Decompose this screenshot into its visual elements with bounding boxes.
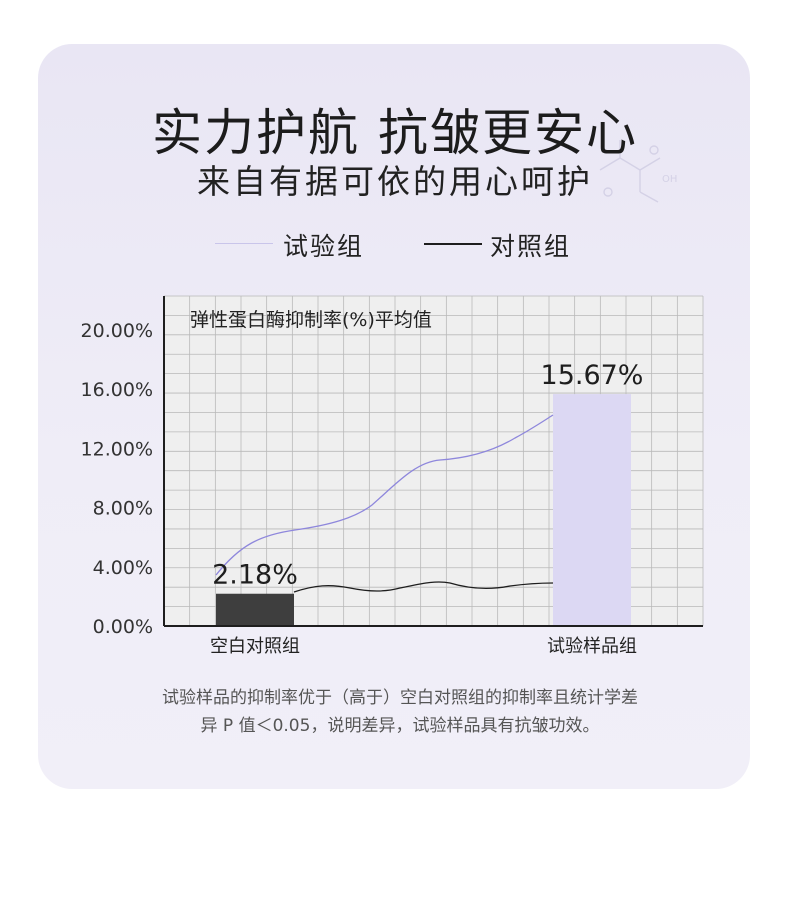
bar-control [216, 593, 294, 626]
x-axis-categories: 空白对照组 试验样品组 [210, 636, 637, 657]
y-tick-label: 0.00% [93, 616, 153, 638]
y-tick-label: 16.00% [81, 379, 153, 401]
x-category-label: 空白对照组 [210, 636, 300, 657]
page-title: 实力护航 抗皱更安心 [152, 104, 638, 162]
bar-value-label: 15.67% [541, 360, 644, 391]
y-tick-label: 8.00% [93, 498, 153, 520]
legend-label-test: 试验组 [283, 232, 365, 261]
chart-bars [216, 394, 631, 626]
legend-label-control: 对照组 [490, 232, 572, 261]
svg-text:OH: OH [662, 174, 677, 185]
footnote-line-2: 异 P 值＜0.05，说明差异，试验样品具有抗皱功效。 [200, 716, 600, 736]
page-subtitle: 来自有据可依的用心呵护 [197, 162, 593, 201]
y-axis-ticks: 0.00% 4.00% 8.00% 12.00% 16.00% 20.00% [81, 320, 153, 638]
legend-swatch-control [424, 243, 482, 245]
chart-title: 弹性蛋白酶抑制率(%)平均值 [190, 309, 432, 331]
bar-value-label: 2.18% [212, 560, 298, 591]
legend-swatch-test [215, 243, 273, 244]
bar-value-labels: 2.18% 15.67% [212, 360, 643, 591]
footnote-line-1: 试验样品的抑制率优于（高于）空白对照组的抑制率且统计学差 [162, 688, 638, 708]
y-tick-label: 4.00% [93, 557, 153, 579]
bar-test [553, 394, 631, 626]
y-tick-label: 12.00% [81, 438, 153, 460]
molecule-icon: OH [599, 140, 677, 203]
y-tick-label: 20.00% [81, 320, 153, 342]
chart-legend: 试验组 对照组 [0, 225, 790, 265]
x-category-label: 试验样品组 [547, 636, 637, 657]
bar-chart: 0.00% 4.00% 8.00% 12.00% 16.00% 20.00% 弹性蛋白酶抑… [81, 295, 704, 657]
trend-line-test [215, 414, 554, 576]
trend-line-control [293, 581, 554, 593]
